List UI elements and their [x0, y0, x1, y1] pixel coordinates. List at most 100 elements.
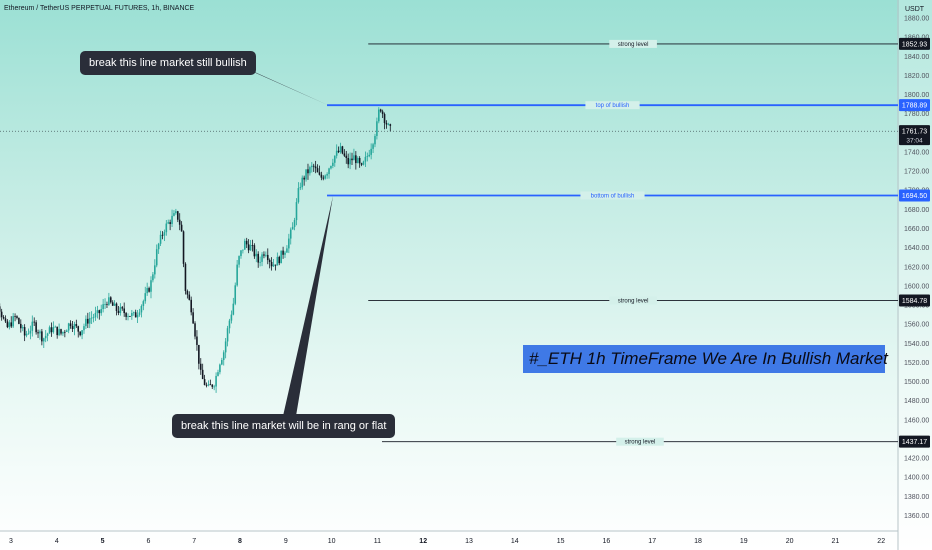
candle-body [272, 264, 275, 267]
y-tick-label: 1840.00 [904, 54, 929, 61]
candle-body [176, 211, 179, 220]
candle-body [274, 264, 277, 266]
price-tag-label: 1852.93 [902, 41, 927, 48]
candle-body [312, 165, 315, 167]
candle-body [31, 321, 34, 331]
candle-body [65, 330, 68, 332]
candle-body [132, 312, 135, 314]
candle-body [62, 331, 64, 334]
candle-body [326, 174, 328, 176]
candle-body [259, 261, 261, 263]
candle-body [186, 290, 189, 295]
candle-body [25, 333, 28, 336]
candle-body [297, 188, 300, 203]
candle-body [79, 331, 81, 336]
candle-body [245, 240, 248, 245]
candle-body [316, 168, 319, 173]
candle-body [243, 240, 246, 250]
candle-body [152, 274, 154, 281]
candle-body [154, 265, 156, 275]
candle-body [39, 331, 41, 334]
y-tick-label: 1360.00 [904, 513, 929, 520]
candle-body [123, 308, 125, 314]
candle-body [10, 322, 13, 327]
candle-body [341, 146, 344, 154]
candle-body [58, 329, 60, 336]
candle-body [345, 155, 348, 159]
candle-body [115, 303, 118, 311]
y-tick-label: 1620.00 [904, 264, 929, 271]
candle-body [378, 109, 380, 122]
price-tag-label: 1584.78 [902, 298, 927, 305]
level-label: strong level [625, 440, 656, 446]
candle-body [42, 338, 45, 342]
y-tick-label: 1380.00 [904, 494, 929, 501]
y-tick-label: 1500.00 [904, 379, 929, 386]
candle-body [379, 109, 382, 112]
candle-body [90, 317, 93, 319]
x-tick-label: 14 [511, 538, 519, 545]
candle-body [8, 322, 11, 328]
level-label: strong level [618, 298, 649, 304]
candle-body [330, 165, 332, 169]
candle-body [140, 305, 143, 313]
callout-bottom: break this line market will be in rang o… [172, 414, 396, 438]
candle-body [35, 322, 37, 333]
price-tag [899, 189, 930, 202]
candle-body [328, 168, 330, 175]
candle-body [182, 231, 185, 264]
x-tick-label: 10 [328, 538, 336, 545]
candle-body [75, 324, 78, 327]
candle-body [85, 318, 87, 327]
candle-body [389, 124, 392, 126]
candle-body [20, 323, 22, 329]
candle-body [50, 327, 53, 333]
candle-body [81, 330, 83, 336]
y-tick-label: 1480.00 [904, 398, 929, 405]
candle-body [92, 317, 95, 319]
candle-body [387, 124, 390, 126]
candle-body [188, 294, 191, 300]
candle-body [27, 333, 30, 335]
candle-body [305, 169, 307, 180]
level-label: bottom of bullish [591, 193, 635, 199]
y-tick-label: 1600.00 [904, 283, 929, 290]
x-tick-label: 22 [877, 538, 885, 545]
x-tick-label: 15 [557, 538, 565, 545]
candle-body [255, 253, 258, 257]
candle-body [299, 187, 302, 189]
candle-body [242, 249, 244, 251]
candle-body [217, 372, 219, 376]
candle-body [180, 224, 183, 232]
candle-body [98, 310, 101, 314]
y-tick-label: 1820.00 [904, 73, 929, 80]
x-tick-label: 9 [284, 538, 288, 545]
candle-body [333, 155, 336, 163]
x-tick-label: 6 [146, 538, 150, 545]
candle-body [261, 254, 263, 262]
callout-top: break this line market still bullish [80, 51, 256, 75]
candle-body [286, 248, 288, 253]
candle-body [6, 321, 9, 328]
candle-body [303, 177, 305, 180]
candle-body [347, 158, 349, 165]
candle-body [178, 219, 181, 225]
candle-body [29, 330, 32, 334]
candle-body [307, 169, 309, 174]
candle-body [155, 249, 158, 266]
candle-body [14, 316, 16, 317]
y-tick-label: 1880.00 [904, 16, 929, 23]
candle-body [268, 260, 271, 262]
y-tick-label: 1640.00 [904, 245, 929, 252]
candle-body [184, 263, 187, 291]
price-tag [899, 294, 930, 307]
candle-body [121, 307, 124, 309]
candle-body [282, 250, 284, 255]
candle-body [219, 364, 221, 373]
y-tick-label: 1780.00 [904, 111, 929, 118]
x-tick-label: 8 [238, 538, 242, 545]
candle-body [18, 317, 20, 324]
candle-body [335, 150, 338, 156]
